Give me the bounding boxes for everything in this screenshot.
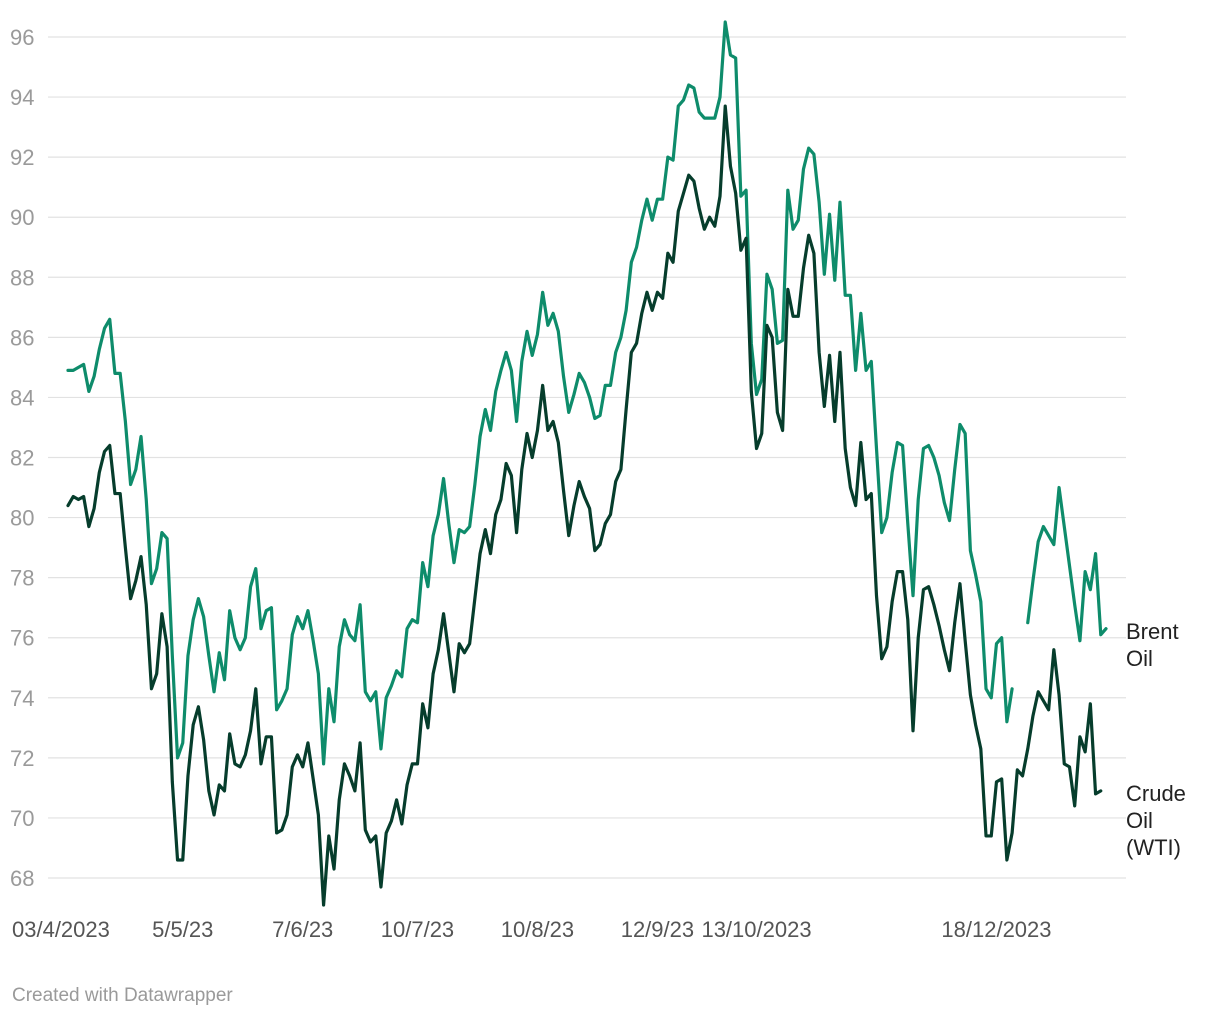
x-tick-label: 12/9/23 [621,917,694,942]
series-label-line: Brent [1126,619,1179,644]
series-line-crude-oil-wti [66,104,1103,907]
y-tick-label: 72 [10,746,34,771]
series-label-crude-oil-wti: Crude Oil (WTI) [1126,781,1186,860]
series-line-brent-oil [66,20,1108,766]
y-tick-label: 94 [10,85,34,110]
x-tick-label: 10/8/23 [501,917,574,942]
y-tick-label: 74 [10,686,34,711]
x-tick-label: 5/5/23 [152,917,213,942]
y-axis-tick-labels: 68 70 72 74 76 78 80 82 84 86 88 90 92 94 96 [10,25,34,891]
y-tick-label: 86 [10,325,34,350]
y-gridlines [48,36,1126,879]
x-tick-label: 03/4/2023 [12,917,110,942]
y-tick-label: 80 [10,506,34,531]
y-tick-label: 68 [10,866,34,891]
y-tick-label: 70 [10,806,34,831]
y-tick-label: 78 [10,566,34,591]
series-label-line: Oil [1126,646,1153,671]
series-label-brent-oil: Brent Oil [1126,619,1179,671]
series-lines [66,20,1108,907]
x-tick-label: 10/7/23 [381,917,454,942]
x-tick-label: 13/10/2023 [701,917,811,942]
y-tick-label: 76 [10,626,34,651]
y-tick-label: 90 [10,205,34,230]
datawrapper-credit: Created with Datawrapper [12,985,233,1006]
x-axis-tick-labels: 03/4/2023 5/5/23 7/6/23 10/7/23 10/8/23 12/9/… [12,917,1052,942]
x-tick-label: 7/6/23 [272,917,333,942]
series-label-line: Crude [1126,781,1186,806]
y-tick-label: 96 [10,25,34,50]
series-label-line: (WTI) [1126,835,1181,860]
y-tick-label: 84 [10,385,34,410]
y-tick-label: 92 [10,145,34,170]
y-tick-label: 82 [10,446,34,471]
x-tick-label: 18/12/2023 [941,917,1051,942]
series-label-line: Oil [1126,808,1153,833]
y-tick-label: 88 [10,265,34,290]
